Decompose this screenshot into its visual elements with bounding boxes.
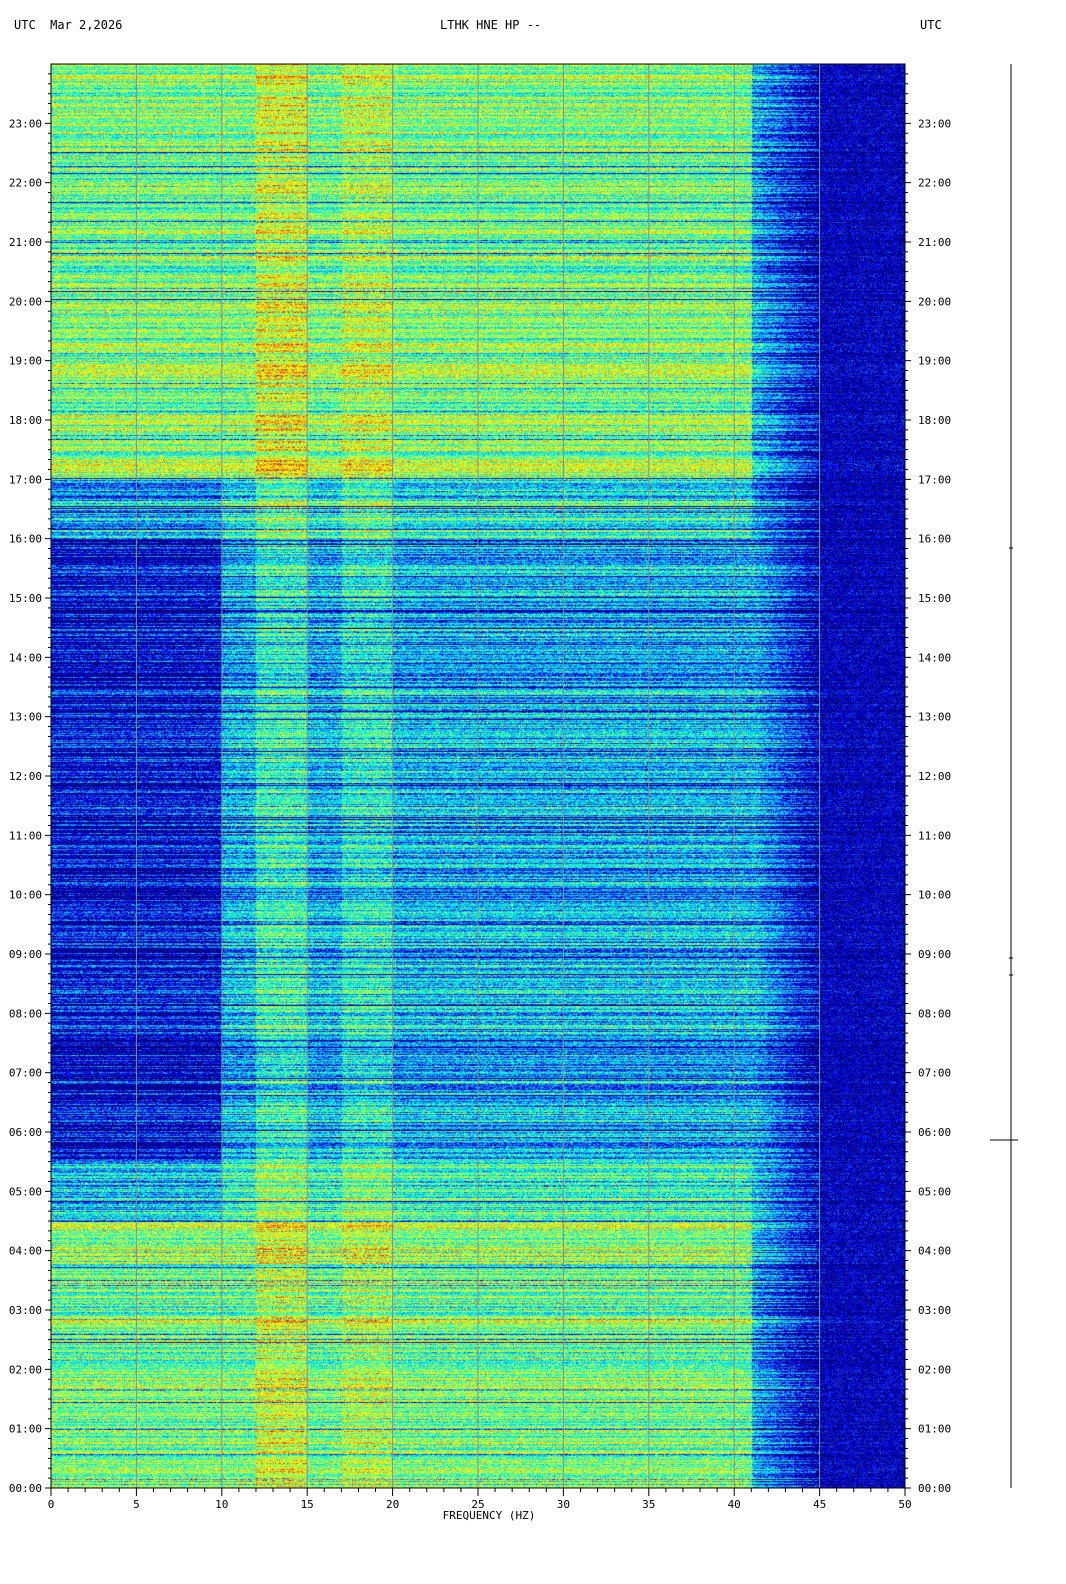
y-tick-label-right: 09:00: [918, 948, 951, 961]
y-tick-label-right: 03:00: [918, 1304, 951, 1317]
y-tick-label-left: 09:00: [9, 948, 42, 961]
y-tick-label-left: 10:00: [9, 889, 42, 902]
y-tick-label-right: 23:00: [918, 117, 951, 130]
y-tick-label-right: 19:00: [918, 355, 951, 368]
y-tick-label-right: 07:00: [918, 1067, 951, 1080]
y-tick-label-right: 15:00: [918, 592, 951, 605]
y-tick-label-right: 04:00: [918, 1245, 951, 1258]
y-tick-label-right: 14:00: [918, 651, 951, 664]
y-tick-label-left: 19:00: [9, 355, 42, 368]
x-tick-label: 10: [215, 1498, 228, 1511]
y-tick-label-left: 23:00: [9, 117, 42, 130]
y-tick-label-left: 11:00: [9, 829, 42, 842]
y-tick-label-left: 04:00: [9, 1245, 42, 1258]
timezone-right-label: UTC: [920, 18, 942, 32]
x-tick-label: 25: [471, 1498, 484, 1511]
y-tick-label-left: 02:00: [9, 1363, 42, 1376]
y-tick-label-left: 18:00: [9, 414, 42, 427]
header-left: UTC Mar 2,2026: [14, 18, 122, 32]
y-tick-label-left: 05:00: [9, 1185, 42, 1198]
x-tick-label: 30: [557, 1498, 570, 1511]
y-tick-label-left: 08:00: [9, 1007, 42, 1020]
x-tick-label: 35: [642, 1498, 655, 1511]
x-tick-label: 5: [133, 1498, 140, 1511]
y-tick-label-left: 21:00: [9, 236, 42, 249]
y-tick-label-left: 06:00: [9, 1126, 42, 1139]
x-tick-label: 15: [301, 1498, 314, 1511]
y-tick-label-right: 02:00: [918, 1363, 951, 1376]
y-tick-label-left: 15:00: [9, 592, 42, 605]
date-label: Mar 2,2026: [50, 18, 123, 32]
y-tick-label-right: 16:00: [918, 533, 951, 546]
y-tick-label-right: 22:00: [918, 177, 951, 190]
y-tick-label-left: 22:00: [9, 177, 42, 190]
y-tick-label-right: 17:00: [918, 473, 951, 486]
y-tick-label-right: 01:00: [918, 1423, 951, 1436]
bottom-axis: 0 5 10 15 20 25 30 35 40 45 50: [48, 1488, 912, 1511]
y-tick-label-right: 13:00: [918, 711, 951, 724]
chart-title: LTHK HNE HP --: [440, 18, 542, 32]
y-tick-label-left: 12:00: [9, 770, 42, 783]
y-tick-label-right: 18:00: [918, 414, 951, 427]
x-axis-label: FREQUENCY (HZ): [443, 1509, 536, 1522]
y-tick-label-left: 20:00: [9, 295, 42, 308]
y-tick-label-left: 03:00: [9, 1304, 42, 1317]
right-axis: 00:00 01:00 02:00 03:00 04:00 05:00 06:00 07:00…: [905, 73, 951, 1495]
x-tick-label: 0: [48, 1498, 55, 1511]
y-tick-label-right: 12:00: [918, 770, 951, 783]
y-tick-label-right: 10:00: [918, 889, 951, 902]
x-tick-label: 50: [898, 1498, 911, 1511]
grid-lines: [135, 64, 821, 1488]
y-tick-label-right: 06:00: [918, 1126, 951, 1139]
x-tick-label: 40: [728, 1498, 741, 1511]
x-tick-label: 20: [386, 1498, 399, 1511]
y-tick-label-left: 00:00: [9, 1482, 42, 1495]
y-tick-label-right: 05:00: [918, 1185, 951, 1198]
y-tick-label-right: 20:00: [918, 295, 951, 308]
y-tick-label-right: 08:00: [918, 1007, 951, 1020]
y-tick-label-right: 21:00: [918, 236, 951, 249]
y-tick-label-left: 01:00: [9, 1423, 42, 1436]
y-tick-label-left: 13:00: [9, 711, 42, 724]
y-tick-label-left: 07:00: [9, 1067, 42, 1080]
y-tick-label-left: 14:00: [9, 651, 42, 664]
y-tick-label-right: 00:00: [918, 1482, 951, 1495]
left-axis: 00:00 01:00 02:00 03:00 04:00 05:00 06:00 07:00…: [9, 73, 51, 1495]
y-tick-label-left: 16:00: [9, 533, 42, 546]
y-tick-label-right: 11:00: [918, 829, 951, 842]
timezone-left-label: UTC: [14, 18, 36, 32]
x-tick-label: 45: [813, 1498, 826, 1511]
y-tick-label-left: 17:00: [9, 473, 42, 486]
